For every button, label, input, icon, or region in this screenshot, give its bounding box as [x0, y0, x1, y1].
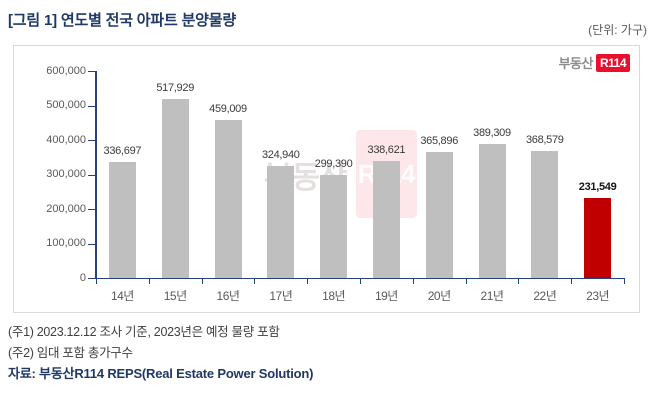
brand-logo: 부동산 R114 — [559, 53, 630, 72]
x-axis-tick — [307, 279, 309, 284]
y-axis-tick — [88, 105, 95, 107]
x-axis-tick — [624, 279, 625, 284]
y-axis-line — [95, 71, 97, 279]
x-axis-line — [95, 277, 625, 279]
bar-value-label: 365,896 — [420, 134, 459, 147]
bar-value-label: 336,697 — [103, 144, 142, 157]
y-axis-label: 600,000 — [46, 64, 86, 77]
source-line: 자료: 부동산R114 REPS(Real Estate Power Solut… — [8, 366, 314, 381]
bar-19년 — [372, 161, 400, 278]
bar-18년 — [320, 174, 348, 278]
bar-21년 — [478, 143, 506, 278]
y-axis-tick — [88, 209, 95, 210]
x-axis-category-label: 22년 — [533, 289, 557, 303]
x-axis-category-label: 21년 — [480, 289, 504, 303]
footnote-2: (주2) 임대 포함 총가구수 — [8, 346, 133, 360]
bar-value-label: 459,009 — [209, 102, 247, 115]
bar-value-label: 231,549 — [578, 181, 617, 194]
unit-label: (단위: 가구) — [588, 23, 647, 37]
bar-15년 — [161, 99, 189, 278]
bar-value-label: 517,929 — [156, 82, 195, 95]
footnote-1: (주1) 2023.12.12 조사 기준, 2023년은 예정 물량 포함 — [8, 325, 280, 339]
chart-area: 부동산 R114 0 100,000 200,000 300,000 400,000 50… — [13, 45, 640, 313]
x-axis-tick — [412, 279, 414, 284]
x-axis-category-label: 20년 — [427, 289, 451, 303]
y-axis-label: 200,000 — [46, 202, 86, 215]
x-axis-tick — [96, 279, 97, 284]
brand-logo-badge: R114 — [595, 53, 630, 72]
bar-22년 — [531, 150, 559, 278]
bar-value-label: 389,309 — [473, 126, 511, 139]
x-axis-tick — [518, 279, 520, 284]
y-axis-tick — [88, 243, 95, 245]
y-axis-label: 100,000 — [46, 237, 86, 249]
bar-value-label: 299,390 — [314, 157, 353, 170]
bar-value-label: 338,621 — [367, 144, 406, 157]
bar-value-label: 324,940 — [261, 148, 300, 161]
x-axis-tick — [148, 279, 150, 284]
y-axis-label: 300,000 — [46, 168, 86, 180]
y-axis-tick — [88, 174, 95, 176]
x-axis-category-label: 17년 — [269, 289, 293, 303]
y-axis-tick — [88, 140, 95, 141]
bar-20년 — [425, 151, 453, 278]
bar-value-label: 368,579 — [525, 133, 564, 146]
y-axis-tick — [88, 278, 95, 279]
x-axis-tick — [360, 279, 361, 284]
figure-title: [그림 1] 연도별 전국 아파트 분양물량 — [8, 12, 236, 29]
x-axis-tick — [571, 279, 573, 284]
bar-23년 — [584, 198, 612, 278]
brand-logo-text: 부동산 — [558, 56, 594, 71]
x-axis-category-label: 16년 — [216, 289, 240, 303]
x-axis-category-label: 19년 — [374, 289, 398, 303]
y-axis-tick — [88, 71, 95, 72]
x-axis-tick — [201, 279, 203, 284]
bar-14년 — [108, 161, 136, 278]
x-axis-tick — [465, 279, 467, 284]
x-axis-tick — [254, 279, 256, 284]
bar-16년 — [214, 119, 242, 278]
y-axis-label: 400,000 — [46, 133, 86, 146]
x-axis-category-label: 23년 — [586, 289, 610, 303]
bar-17년 — [267, 165, 295, 278]
y-axis-label: 0 — [79, 271, 86, 284]
x-axis-category-label: 18년 — [322, 289, 346, 303]
x-axis-category-label: 15년 — [163, 289, 187, 303]
x-axis-category-label: 14년 — [110, 289, 134, 303]
y-axis-label: 500,000 — [46, 99, 86, 111]
